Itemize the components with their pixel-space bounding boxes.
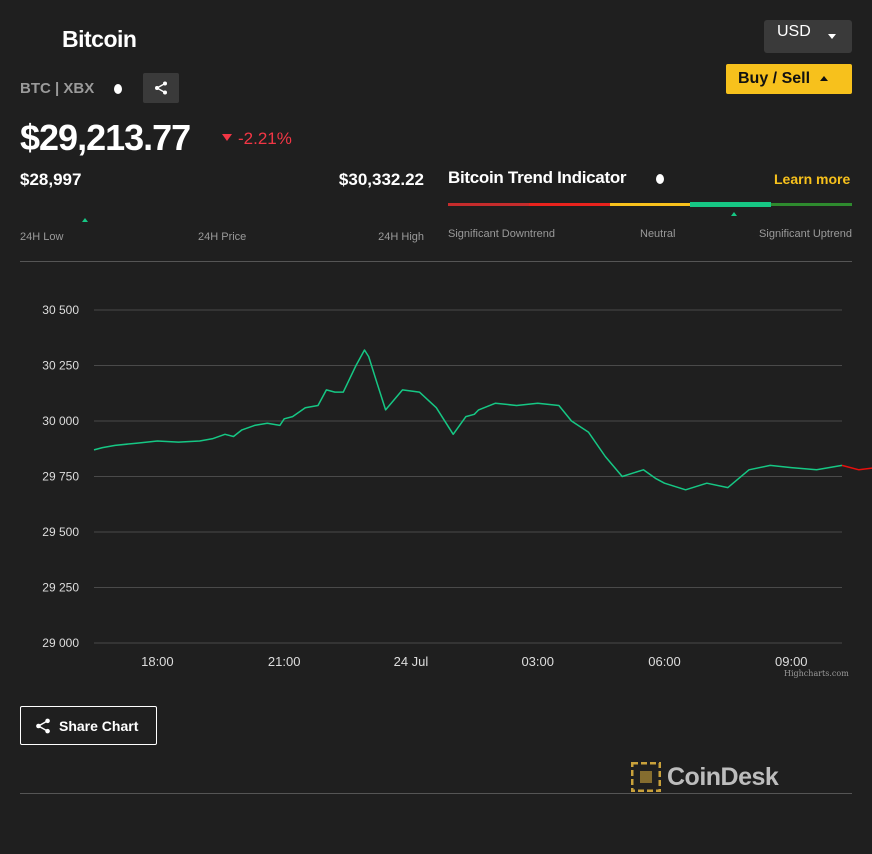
range-position-marker [81,218,88,222]
price-change: -2.21% [238,129,292,148]
trend-segment [528,203,610,206]
y-tick-label: 29 500 [42,525,79,539]
price-chart[interactable]: 30 500 30 250 30 000 29 750 29 500 29 250 29 0… [0,270,872,670]
high-24h-value: $30,332.22 [338,170,424,189]
x-tick-label: 18:00 [141,654,174,669]
share-icon [155,81,167,95]
share-chart-label: Share Chart [59,717,139,734]
y-tick-label: 29 250 [42,581,79,595]
y-tick-label: 30 250 [42,359,79,373]
down-arrow-icon [222,134,232,141]
info-icon[interactable] [656,174,664,184]
divider [20,261,852,262]
y-tick-label: 29 000 [42,636,79,650]
low-24h-value: $28,997 [20,170,82,189]
chart-credit[interactable]: Highcharts.com [784,669,849,678]
buy-sell-button[interactable]: Buy / Sell [726,64,852,94]
price-24h-label: 24H Price [198,231,247,243]
trend-uptrend-label: Significant Uptrend [759,228,852,240]
page-title: Bitcoin [62,26,137,52]
ticker-symbol: BTC | XBX [20,80,95,97]
coindesk-logo-text: CoinDesk [667,762,779,791]
trend-segment [690,202,772,207]
chevron-up-icon [820,76,828,81]
price-line-up [93,349,843,491]
trend-indicator-title: Bitcoin Trend Indicator [448,168,627,187]
low-24h-label: 24H Low [20,231,64,243]
y-tick-label: 29 750 [42,470,79,484]
trend-segment [609,203,691,206]
share-icon [36,718,50,733]
currency-label: USD [777,23,811,40]
learn-more-link[interactable]: Learn more [774,171,851,187]
chevron-down-icon [828,34,836,39]
trend-neutral-label: Neutral [640,228,676,240]
x-tick-label: 03:00 [521,654,554,669]
share-button[interactable] [143,73,179,103]
x-tick-label: 21:00 [268,654,301,669]
buy-sell-label: Buy / Sell [738,70,811,87]
info-icon[interactable] [114,84,122,94]
x-tick-label: 06:00 [648,654,681,669]
y-tick-label: 30 500 [42,303,79,317]
share-chart-button[interactable]: Share Chart [20,706,157,745]
x-tick-label: 24 Jul [394,654,429,669]
trend-downtrend-label: Significant Downtrend [448,228,556,240]
trend-position-marker [731,212,737,216]
price-line-down [841,464,872,471]
currency-select[interactable]: USD [764,20,852,53]
y-tick-label: 30 000 [42,414,79,428]
coindesk-logo-icon [631,762,661,792]
trend-segment [771,203,852,206]
divider [20,793,852,794]
coindesk-logo[interactable]: CoinDesk [631,762,779,792]
current-price: $29,213.77 [20,117,191,158]
x-tick-label: 09:00 [775,654,808,669]
trend-segment [448,203,529,206]
high-24h-label: 24H High [378,231,424,243]
